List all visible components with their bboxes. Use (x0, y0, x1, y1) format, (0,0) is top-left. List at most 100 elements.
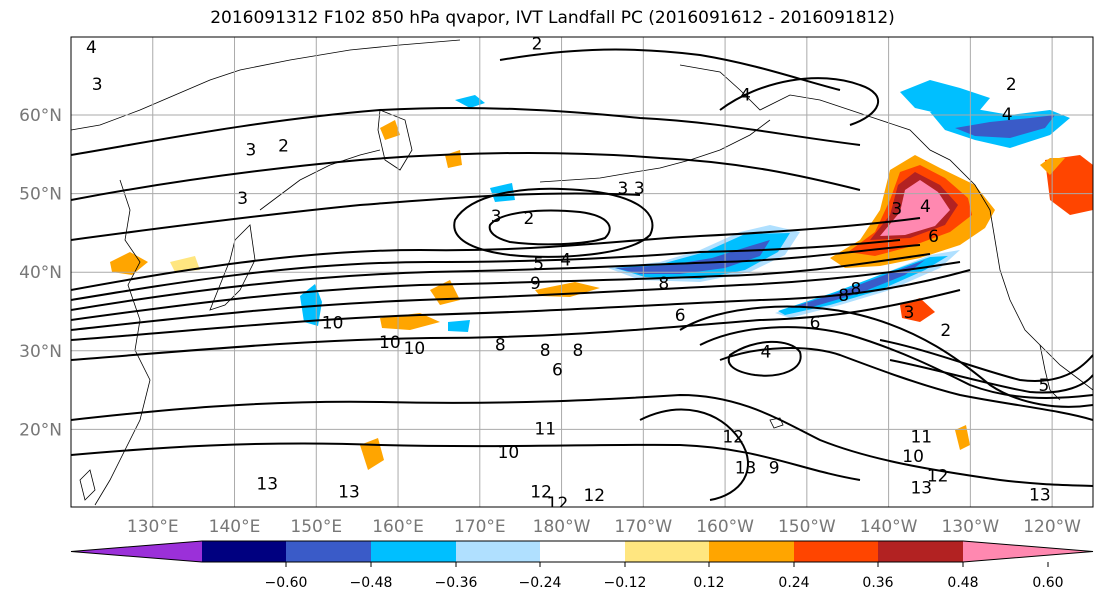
colorbar-segment (794, 541, 878, 562)
contour-arc-north-2 (71, 151, 861, 201)
contour-label: 2 (940, 321, 951, 341)
contour-line (71, 269, 971, 341)
contour-arc-north-3 (71, 192, 641, 241)
coastline-northamerica (994, 239, 1093, 391)
contour-tropics-3 (639, 408, 750, 501)
longitude-tick-label: 140°E (209, 517, 261, 537)
colorbar-tick-label: −0.36 (435, 575, 478, 591)
latitude-tick-label: 30°N (19, 342, 62, 362)
coastline-asia (71, 39, 461, 131)
shading-positive-east (1045, 155, 1093, 215)
colorbar-segment (878, 541, 963, 562)
contour-label: 5 (533, 254, 544, 274)
contour-label: 8 (658, 274, 669, 294)
contour-line (71, 244, 921, 311)
contour-tropics (71, 393, 1093, 487)
contour-label: 8 (838, 286, 849, 306)
contour-label: 3 (634, 179, 645, 199)
coastline-kamchatka (377, 109, 413, 171)
contour-label: 8 (572, 341, 583, 361)
contour-east-nested (879, 339, 1093, 382)
colorbar-segment (709, 541, 794, 562)
shading-negative-alaska (900, 80, 990, 115)
colorbar-ticks: −0.60 −0.48 −0.36 −0.24 −0.12 0.12 0.24 0.36 0.4… (265, 562, 1064, 591)
longitude-tick-label: 140°W (860, 517, 918, 537)
contour-label: 13 (735, 459, 757, 479)
coastline-aleutians (539, 119, 771, 183)
contour-label: 3 (92, 75, 103, 95)
shading-positive-yellow (170, 256, 200, 272)
colorbar-segment (286, 541, 371, 562)
shading-layer (110, 80, 1093, 470)
contour-label: 4 (920, 197, 931, 217)
colorbar-extend-min (71, 541, 202, 562)
contour-label: 3 (904, 303, 915, 323)
contour-label: 6 (675, 306, 686, 326)
contour-label: 4 (86, 38, 97, 58)
contour-label: 3 (617, 179, 628, 199)
longitude-tick-label: 150°E (290, 517, 342, 537)
contour-tropics-2 (71, 442, 861, 481)
contour-label: 6 (928, 227, 939, 247)
longitude-tick-label: 170°E (454, 517, 506, 537)
contour-line (71, 217, 921, 291)
shading-positive-mid (535, 282, 600, 297)
contour-label: 11 (910, 427, 932, 447)
latitude-tick-label: 60°N (19, 106, 62, 126)
colorbar-segment (625, 541, 709, 562)
colorbar (70, 540, 1094, 563)
contour-ring-low-2 (488, 209, 611, 246)
contour-arc-north (71, 107, 861, 156)
contour-label: 3 (245, 140, 256, 160)
coastline-philippines (79, 469, 96, 501)
latitude-tick-label: 50°N (19, 185, 62, 205)
contour-label: 13 (1029, 485, 1051, 505)
contour-label: 5 (1039, 376, 1050, 396)
shading-positive-sw (360, 438, 384, 470)
shading-negative-medblue-2 (615, 240, 770, 274)
longitude-tick-label: 160°E (372, 517, 424, 537)
longitude-tick-label: 170°W (614, 517, 672, 537)
longitude-tick-label: 150°W (778, 517, 836, 537)
contour-label: 13 (256, 474, 278, 494)
latitude-tick-label: 20°N (19, 420, 62, 440)
contour-label: 4 (1002, 105, 1013, 125)
latitude-tick-label: 40°N (19, 263, 62, 283)
colorbar-tick-label: 0.48 (947, 575, 978, 591)
contour-label: 4 (761, 342, 772, 362)
contour-label: 4 (560, 250, 571, 270)
longitude-tick-label: 180°W (533, 517, 591, 537)
contour-label: 12 (530, 482, 552, 502)
contour-ring-low (453, 187, 654, 258)
contour-label: 12 (722, 427, 744, 447)
colorbar-tick-label: −0.24 (519, 575, 562, 591)
contour-east-nested-2 (889, 359, 1093, 394)
shading-positive-tropics (955, 425, 970, 450)
colorbar-segment (371, 541, 456, 562)
contour-label: 9 (769, 459, 780, 479)
contour-label: 10 (902, 447, 924, 467)
contour-label: 10 (322, 313, 344, 333)
contour-label: 2 (278, 136, 289, 156)
contour-label: 2 (523, 209, 534, 229)
contour-line (71, 239, 901, 301)
contour-label: 3 (891, 199, 902, 219)
colorbar-tick-label: −0.48 (350, 575, 393, 591)
contour-label: 2 (1006, 75, 1017, 95)
colorbar-segment (456, 541, 540, 562)
colorbar-tick-label: −0.12 (604, 575, 647, 591)
contour-label: 12 (583, 486, 605, 506)
longitude-tick-label: 120°W (1023, 517, 1081, 537)
longitude-tick-label: 160°W (696, 517, 754, 537)
contour-label: 12 (547, 494, 569, 514)
contour-label: 9 (530, 274, 541, 294)
shading-positive-japan (110, 252, 148, 275)
contour-label: 11 (534, 419, 556, 439)
longitude-tick-label: 130°E (127, 517, 179, 537)
contour-line (71, 289, 961, 361)
contour-arctic-2 (719, 77, 880, 126)
chart-title: 2016091312 F102 850 hPa qvapor, IVT Land… (210, 8, 895, 28)
contour-label: 2 (532, 34, 543, 54)
